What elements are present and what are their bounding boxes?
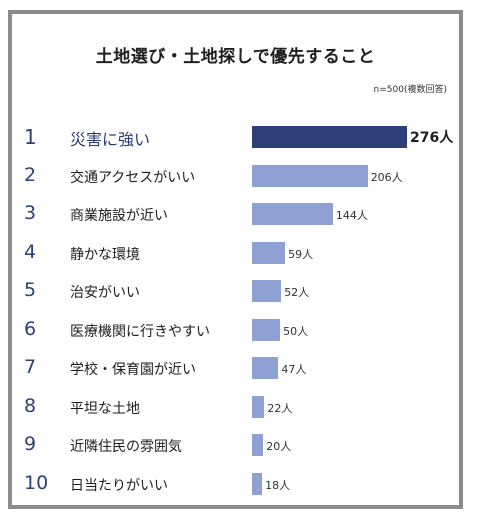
- rank-label: 1: [24, 125, 37, 149]
- category-label: 学校・保育園が近い: [70, 362, 196, 378]
- bar: [252, 126, 407, 148]
- rank-label: 5: [24, 279, 37, 301]
- bar: [252, 280, 282, 302]
- category-label: 医療機関に行きやすい: [70, 323, 210, 340]
- rank-label: 7: [24, 356, 37, 378]
- value-label: 206人: [370, 170, 403, 184]
- category-label: 交通アクセスがいい: [70, 169, 196, 186]
- sample-note: n=500(複数回答): [373, 85, 447, 95]
- category-label: 静かな環境: [70, 246, 140, 263]
- category-label: 治安がいい: [70, 285, 140, 301]
- rank-label: 4: [24, 240, 37, 263]
- bar-row: 3 商業施設が近い 144人: [12, 199, 459, 229]
- rank-label: 9: [24, 433, 37, 455]
- category-label: 日当たりがいい: [70, 477, 168, 494]
- rank-label: 2: [24, 163, 37, 186]
- bar-row: 4 静かな環境 59人: [12, 238, 459, 268]
- chart-title: 土地選び・土地探しで優先すること: [95, 47, 376, 67]
- value-label: 50人: [283, 324, 309, 338]
- value-label: 59人: [288, 247, 314, 261]
- bar: [252, 318, 281, 341]
- bar: [252, 434, 264, 456]
- bar-row: 1 災害に強い 276人: [12, 122, 459, 152]
- value-label: 18人: [265, 478, 291, 492]
- value-label: 144人: [335, 209, 368, 222]
- value-label: 22人: [267, 401, 293, 415]
- bar-row: 5 治安がいい 52人: [12, 276, 459, 306]
- bar-row: 7 学校・保育園が近い 47人: [12, 353, 459, 383]
- value-label: 47人: [281, 363, 307, 376]
- category-label: 災害に強い: [70, 130, 151, 149]
- bar: [252, 472, 263, 495]
- rank-label: 8: [24, 394, 37, 417]
- value-label: 52人: [284, 286, 310, 299]
- rank-label: 6: [24, 317, 37, 340]
- bar: [252, 395, 265, 418]
- bar: [252, 164, 368, 187]
- bar-row: 8 平坦な土地 22人: [12, 392, 459, 422]
- bar: [252, 357, 279, 379]
- category-label: 商業施設が近い: [70, 208, 168, 224]
- bar-row: 9 近隣住民の雰囲気 20人: [12, 430, 459, 460]
- value-label: 276人: [410, 130, 454, 146]
- category-label: 平坦な土地: [70, 400, 140, 417]
- bar-row: 2 交通アクセスがいい 206人: [12, 161, 459, 191]
- bar: [252, 241, 286, 264]
- bar-row: 10 日当たりがいい 18人: [12, 469, 459, 499]
- rank-label: 3: [24, 202, 37, 224]
- category-label: 近隣住民の雰囲気: [70, 439, 182, 455]
- bar: [252, 203, 333, 225]
- chart-frame: 土地選び・土地探しで優先すること n=500(複数回答) 1 災害に強い 276人 2…: [8, 10, 463, 509]
- bar-row: 6 医療機関に行きやすい 50人: [12, 315, 459, 345]
- rank-label: 10: [24, 471, 49, 494]
- value-label: 20人: [266, 440, 292, 453]
